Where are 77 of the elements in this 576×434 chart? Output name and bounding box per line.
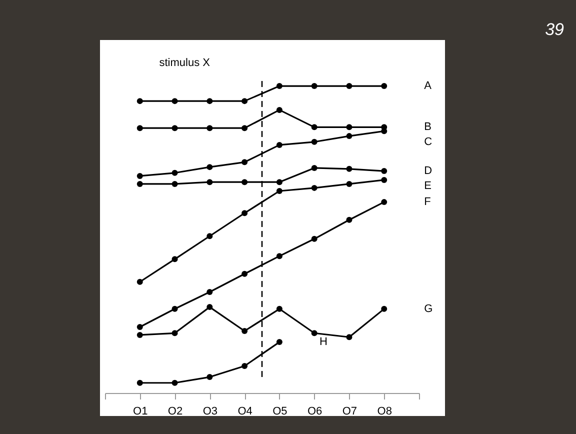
point	[242, 125, 248, 132]
point	[242, 328, 248, 334]
point	[311, 184, 318, 191]
point	[346, 133, 352, 140]
point	[172, 306, 178, 312]
point	[381, 306, 388, 312]
point	[276, 106, 282, 113]
point	[311, 124, 318, 130]
point	[206, 304, 213, 310]
x-tick-label: O7	[342, 406, 358, 418]
text: 39	[545, 20, 564, 40]
point	[136, 278, 143, 285]
point	[242, 210, 248, 216]
point	[172, 256, 178, 262]
text: A	[424, 80, 432, 92]
text: D	[424, 165, 432, 178]
text: B	[424, 121, 432, 134]
x-tick-label: O8	[377, 406, 392, 418]
point	[136, 172, 143, 179]
point	[381, 83, 388, 90]
point	[172, 98, 178, 104]
point	[206, 374, 213, 380]
text: F	[424, 196, 432, 208]
x-tick-label: O2	[168, 406, 183, 418]
point	[346, 166, 352, 172]
point	[276, 83, 282, 90]
point	[311, 330, 318, 336]
point	[346, 124, 352, 130]
point	[276, 142, 282, 148]
point	[311, 164, 318, 171]
point	[172, 170, 178, 176]
point	[172, 180, 178, 187]
text: E	[424, 180, 432, 192]
point	[136, 98, 143, 104]
text: C	[424, 136, 432, 148]
point	[311, 236, 318, 242]
point	[206, 98, 213, 104]
point	[136, 380, 143, 386]
point	[206, 233, 213, 240]
x-tick-label: O4	[238, 406, 252, 418]
point	[172, 330, 178, 336]
x-tick-label: O3	[202, 406, 218, 418]
point	[346, 83, 352, 90]
text: stimulus X	[159, 57, 211, 69]
point	[136, 332, 143, 338]
point	[242, 362, 248, 369]
point	[311, 83, 318, 90]
point	[276, 306, 282, 312]
point	[276, 179, 282, 186]
x-tick-label: O6	[307, 406, 322, 418]
text: H	[319, 336, 328, 348]
point	[346, 216, 352, 223]
point	[311, 138, 318, 145]
point	[242, 159, 248, 166]
point	[172, 125, 178, 132]
point	[346, 334, 352, 340]
text: G	[424, 302, 433, 315]
point	[136, 180, 143, 187]
point	[381, 168, 388, 174]
point	[242, 270, 248, 277]
point	[136, 324, 143, 330]
point	[136, 125, 143, 132]
point	[276, 188, 282, 194]
point	[242, 179, 248, 186]
point	[172, 380, 178, 386]
point	[206, 164, 213, 170]
x-tick-label: O1	[133, 406, 148, 418]
point	[206, 125, 213, 132]
point	[276, 339, 282, 346]
point	[276, 253, 282, 260]
point	[206, 179, 213, 186]
point	[381, 176, 388, 183]
point	[381, 199, 388, 206]
x-tick-label: O5	[272, 406, 288, 418]
point	[242, 98, 248, 104]
point	[346, 180, 352, 187]
point	[206, 289, 213, 295]
